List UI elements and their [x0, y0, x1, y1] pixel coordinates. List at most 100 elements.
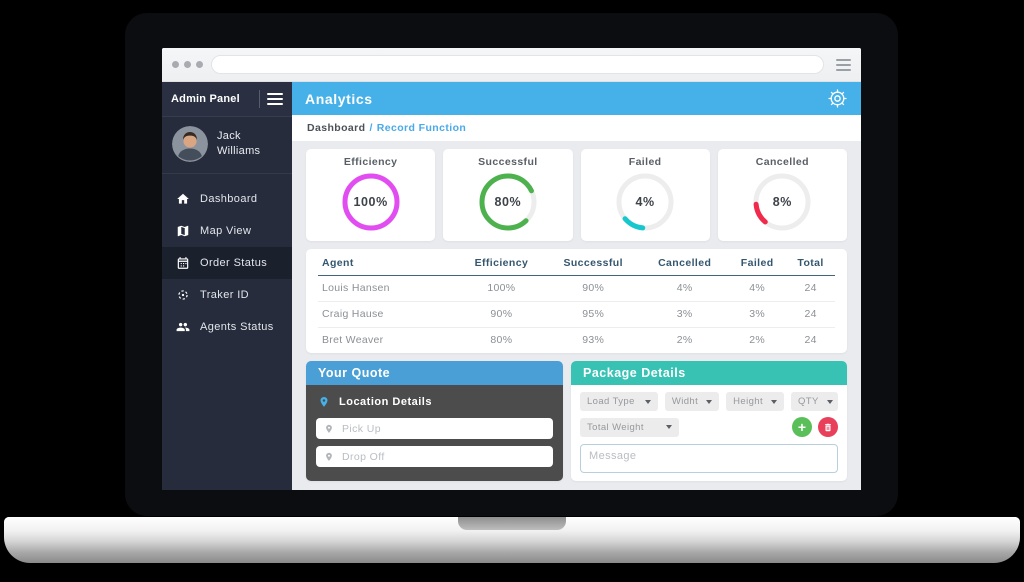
- home-icon: [176, 192, 190, 206]
- trash-icon: [825, 423, 831, 431]
- table-cell: Bret Weaver: [322, 334, 384, 346]
- page-title: Analytics: [305, 90, 373, 107]
- table-cell: 100%: [457, 275, 546, 302]
- table-row: Bret Weaver 80% 93% 2% 2% 24: [318, 328, 835, 354]
- laptop-notch: [458, 517, 566, 530]
- stat-cards: Efficiency 100% Successful 80% Failed 4% Ca…: [306, 149, 847, 241]
- pickup-input[interactable]: [340, 421, 545, 436]
- table-cell: Louis Hansen: [318, 275, 458, 302]
- table-row: Louis Hansen 100% 90% 4% 4% 24: [318, 275, 835, 302]
- window-dot-icon[interactable]: [184, 61, 191, 68]
- column-header: Efficiency: [457, 250, 546, 276]
- stat-card-label: Successful: [478, 156, 538, 168]
- window-controls[interactable]: [172, 61, 203, 68]
- map-icon: [176, 224, 190, 238]
- dropdown-total-weight[interactable]: Total Weight: [580, 417, 679, 437]
- delete-package-button[interactable]: [818, 417, 838, 437]
- chevron-down-icon: [706, 399, 713, 404]
- message-textarea[interactable]: [580, 444, 838, 473]
- sidebar-item-order-status[interactable]: Order Status: [162, 247, 292, 279]
- package-actions: +: [792, 417, 838, 437]
- table-cell: 4%: [641, 275, 729, 302]
- brand-title: Admin Panel: [171, 93, 240, 105]
- page-topbar: Analytics: [292, 82, 861, 115]
- stat-card-value: 4%: [635, 195, 655, 209]
- table-cell: 3%: [728, 301, 787, 328]
- sidebar-header: Admin Panel: [162, 82, 292, 117]
- content: Efficiency 100% Successful 80% Failed 4% Ca…: [292, 141, 861, 490]
- window-dot-icon[interactable]: [196, 61, 203, 68]
- breadcrumb-current[interactable]: Record Function: [376, 122, 467, 134]
- table-cell: 93%: [582, 334, 605, 346]
- dropdown-row-1: Load Type Widht Height QTY: [580, 392, 838, 411]
- table-cell: 90%: [457, 301, 546, 328]
- table-row: Craig Hause 90% 95% 3% 3% 24: [318, 301, 835, 328]
- sidebar-item-dashboard[interactable]: Dashboard: [162, 183, 292, 215]
- dropdown-label: Load Type: [587, 396, 635, 407]
- column-header: Agent: [318, 250, 458, 276]
- table-cell: 95%: [545, 301, 642, 328]
- pin-icon: [326, 424, 332, 433]
- column-header: Failed: [728, 250, 787, 276]
- pickup-field[interactable]: [316, 418, 553, 439]
- window-dot-icon[interactable]: [172, 61, 179, 68]
- package-panel-body: Load Type Widht Height QTY Total Weight +: [571, 385, 847, 481]
- quote-panel-title: Your Quote: [306, 361, 563, 385]
- sidebar-item-label: Order Status: [200, 257, 268, 269]
- stat-card-efficiency: Efficiency 100%: [306, 149, 436, 241]
- stat-card-label: Failed: [628, 156, 662, 168]
- donut-gauge: 4%: [614, 171, 676, 233]
- column-header: Cancelled: [641, 250, 729, 276]
- breadcrumb: Dashboard / Record Function: [292, 115, 861, 141]
- sidebar-item-traker-id[interactable]: Traker ID: [162, 279, 292, 311]
- table-cell: 2%: [749, 334, 766, 346]
- dropdown-qty[interactable]: QTY: [791, 392, 838, 411]
- dropdown-height[interactable]: Height: [726, 392, 784, 411]
- browser-menu-icon[interactable]: [836, 58, 851, 71]
- sidebar-item-label: Dashboard: [200, 193, 258, 205]
- sidebar-item-agents-status[interactable]: Agents Status: [162, 311, 292, 343]
- table-cell: 80%: [490, 334, 513, 346]
- add-package-button[interactable]: +: [792, 417, 812, 437]
- dropoff-input[interactable]: [340, 449, 545, 464]
- dropdown-label: QTY: [798, 396, 819, 407]
- table-cell: 3%: [641, 301, 729, 328]
- chevron-down-icon: [644, 399, 651, 404]
- dropoff-field[interactable]: [316, 446, 553, 467]
- table-cell: 24: [786, 301, 835, 328]
- dropdown-load-type[interactable]: Load Type: [580, 392, 658, 411]
- quote-panel-body: Location Details: [306, 385, 563, 481]
- donut-gauge: 100%: [340, 171, 402, 233]
- location-pin-icon: [320, 397, 328, 407]
- table-cell: 2%: [676, 334, 693, 346]
- user-profile[interactable]: Jack Williams: [162, 117, 292, 174]
- stat-card-label: Efficiency: [343, 156, 398, 168]
- donut-gauge: 8%: [751, 171, 813, 233]
- avatar: [172, 126, 208, 162]
- agents-table: Agent Efficiency Successful Cancelled Failed…: [318, 250, 835, 353]
- stat-card-value: 80%: [494, 195, 522, 209]
- calendar-icon: [176, 256, 190, 270]
- dropdown-widht[interactable]: Widht: [664, 392, 720, 411]
- dropdown-label: Height: [733, 396, 763, 407]
- breadcrumb-root[interactable]: Dashboard: [307, 122, 366, 134]
- sidebar-item-label: Map View: [200, 225, 252, 237]
- stat-card-value: 100%: [353, 195, 388, 209]
- url-bar[interactable]: [211, 55, 824, 74]
- sidebar-toggle-icon[interactable]: [267, 93, 283, 105]
- gear-icon[interactable]: [827, 88, 848, 109]
- chevron-down-icon: [826, 399, 833, 404]
- sidebar: Admin Panel Jack Williams: [162, 82, 292, 490]
- users-icon: [176, 320, 190, 334]
- browser-chrome: [162, 48, 861, 82]
- stat-card-cancelled: Cancelled 8%: [717, 149, 847, 241]
- breadcrumb-separator: /: [369, 122, 373, 134]
- stat-card-successful: Successful 80%: [443, 149, 573, 241]
- app-shell: Admin Panel Jack Williams: [162, 82, 861, 490]
- chevron-down-icon: [771, 399, 777, 404]
- column-header: Successful: [545, 250, 642, 276]
- pin-icon: [326, 452, 332, 461]
- table-cell: 90%: [545, 275, 642, 302]
- sidebar-item-map-view[interactable]: Map View: [162, 215, 292, 247]
- package-panel: Package Details Load Type Widht Height QTY …: [571, 361, 847, 481]
